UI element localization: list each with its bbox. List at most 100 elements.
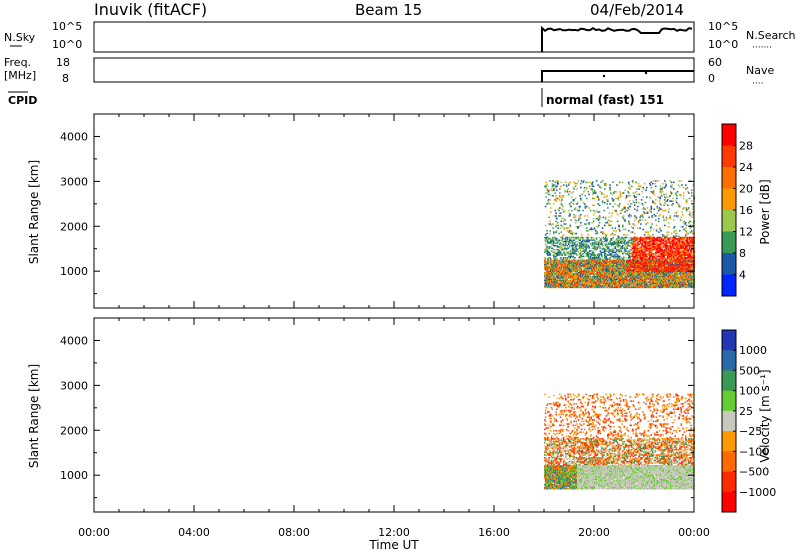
heatmap-cell	[579, 277, 581, 279]
heatmap-cell	[649, 271, 652, 274]
heatmap-cell	[568, 230, 571, 232]
heatmap-cell	[544, 251, 546, 254]
heatmap-cell	[646, 277, 649, 279]
heatmap-cell	[654, 263, 656, 266]
heatmap-cell	[556, 197, 559, 200]
heatmap-cell	[619, 196, 622, 198]
heatmap-cell	[576, 188, 578, 190]
heatmap-cell	[573, 188, 575, 190]
heatmap-cell	[562, 211, 565, 213]
heatmap-cell	[611, 197, 614, 200]
heatmap-cell	[550, 242, 553, 244]
heatmap-cell	[571, 232, 574, 235]
heatmap-cell	[660, 204, 662, 206]
heatmap-cell	[565, 223, 567, 225]
heatmap-cell	[592, 204, 594, 206]
heatmap-cell	[592, 282, 594, 285]
heatmap-cell	[643, 188, 645, 190]
heatmap-cell	[625, 244, 627, 247]
heatmap-cell	[661, 182, 664, 185]
heatmap-cell	[553, 275, 556, 278]
heatmap-cell	[617, 235, 620, 237]
heatmap-cell	[594, 228, 596, 231]
heatmap-cell	[580, 197, 582, 200]
heatmap-cell	[612, 250, 614, 252]
heatmap-cell	[592, 286, 595, 289]
heatmap-cell	[616, 239, 619, 241]
heatmap-cell	[666, 200, 668, 202]
heatmap-cell	[561, 277, 563, 279]
heatmap-cell	[592, 181, 594, 184]
heatmap-cell	[584, 266, 587, 268]
heatmap-cell	[645, 279, 647, 282]
heatmap-cell	[552, 223, 554, 225]
heatmap-cell	[624, 207, 626, 209]
heatmap-cell	[637, 269, 640, 271]
heatmap-cell	[605, 196, 608, 198]
heatmap-cell	[612, 283, 614, 286]
heatmap-cell	[623, 236, 626, 239]
heatmap-cell	[631, 238, 633, 240]
heatmap-cell	[618, 224, 620, 227]
heatmap-cell	[595, 255, 598, 258]
heatmap-cell	[667, 244, 669, 247]
heatmap-cell	[655, 219, 657, 221]
heatmap-cell	[665, 286, 668, 289]
heatmap-cell	[658, 215, 660, 217]
heatmap-cell	[567, 283, 569, 286]
heatmap-cell	[558, 232, 560, 235]
heatmap-cell	[568, 193, 570, 196]
heatmap-cell	[628, 259, 631, 262]
heatmap-cell	[649, 277, 651, 279]
heatmap-cell	[549, 253, 551, 255]
heatmap-cell	[617, 261, 620, 263]
heatmap-cell	[667, 248, 670, 251]
heatmap-cell	[570, 205, 572, 208]
heatmap-cell	[549, 246, 551, 248]
heatmap-cell	[668, 242, 671, 244]
heatmap-cell	[669, 195, 671, 197]
heatmap-cell	[598, 224, 600, 227]
heatmap-cell	[559, 275, 561, 278]
heatmap-cell	[559, 242, 562, 244]
heatmap-cell	[624, 189, 626, 192]
heatmap-cell	[599, 271, 602, 274]
heatmap-cell	[559, 192, 561, 194]
heatmap-cell	[589, 188, 592, 190]
heatmap-cell	[569, 275, 572, 278]
heatmap-cell	[618, 205, 620, 208]
heatmap-cell	[580, 247, 582, 250]
heatmap-cell	[660, 192, 662, 194]
heatmap-cell	[619, 230, 621, 232]
heatmap-cell	[657, 244, 659, 247]
heatmap-cell	[642, 196, 644, 198]
heatmap-cell	[604, 188, 606, 190]
heatmap-cell	[580, 238, 582, 240]
heatmap-cell	[659, 244, 662, 247]
heatmap-cell	[595, 242, 598, 244]
heatmap-cell	[573, 239, 575, 241]
heatmap-cell	[598, 285, 601, 287]
heatmap-cell	[574, 266, 577, 268]
heatmap-cell	[566, 191, 569, 193]
heatmap-cell	[628, 184, 631, 186]
heatmap-cell	[626, 277, 629, 279]
heatmap-cell	[622, 274, 624, 276]
heatmap-cell	[637, 248, 639, 251]
heatmap-cell	[544, 243, 547, 245]
power-heatmap	[544, 180, 695, 289]
nsky-tick-bottom: 10^0	[52, 38, 82, 51]
heatmap-cell	[661, 238, 663, 240]
heatmap-cell	[604, 244, 607, 247]
heatmap-cell	[608, 250, 611, 252]
heatmap-cell	[563, 240, 566, 243]
heatmap-cell	[563, 209, 566, 212]
heatmap-cell	[644, 250, 647, 252]
heatmap-cell	[655, 253, 658, 255]
heatmap-cell	[598, 217, 601, 220]
heatmap-cell	[594, 257, 596, 259]
heatmap-cell	[577, 226, 580, 228]
heatmap-cell	[561, 258, 563, 260]
heatmap-cell	[547, 269, 549, 271]
heatmap-cell	[582, 209, 584, 212]
